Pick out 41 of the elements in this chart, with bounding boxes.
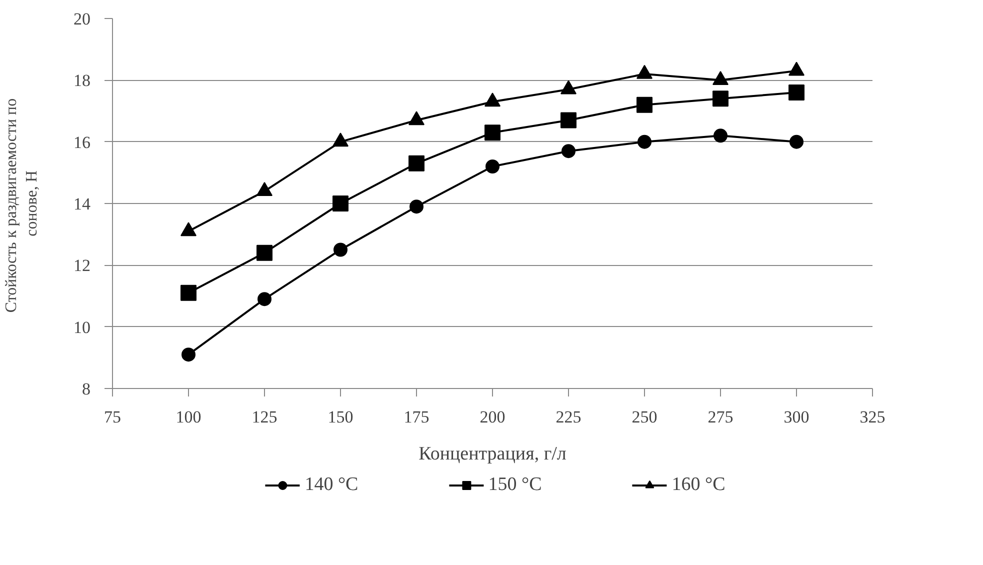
x-axis-title: Концентрация, г/л bbox=[418, 444, 567, 464]
y-axis-title: Стойкость к раздвигаемости по сонове, Н bbox=[3, 98, 40, 313]
y-tick-label: 18 bbox=[74, 71, 90, 90]
x-tick-label: 125 bbox=[252, 408, 278, 426]
x-tick-label: 250 bbox=[632, 408, 658, 426]
y-tick-label: 10 bbox=[74, 318, 90, 337]
point bbox=[332, 196, 348, 212]
point bbox=[258, 292, 272, 306]
point bbox=[486, 160, 500, 174]
point bbox=[560, 112, 576, 128]
point bbox=[712, 90, 728, 107]
point bbox=[562, 144, 576, 158]
legend-label: 150 °C bbox=[488, 474, 542, 496]
x-tick-label: 225 bbox=[556, 408, 582, 426]
y-tick-label: 8 bbox=[82, 380, 90, 398]
x-tick-label: 200 bbox=[480, 408, 506, 426]
y-tick-label: 14 bbox=[74, 194, 91, 214]
x-tick-label: 300 bbox=[784, 408, 810, 426]
point bbox=[408, 155, 424, 172]
point bbox=[256, 244, 272, 261]
point bbox=[182, 348, 196, 362]
x-tick-label: 325 bbox=[860, 408, 886, 426]
x-tick-label: 75 bbox=[104, 408, 121, 426]
x-tick-label: 100 bbox=[176, 408, 202, 426]
point bbox=[788, 84, 804, 100]
x-tick-label: 275 bbox=[708, 408, 734, 426]
point bbox=[334, 242, 348, 257]
point bbox=[180, 284, 196, 301]
legend-label: 160 °C bbox=[672, 474, 726, 496]
x-tick-label: 150 bbox=[328, 408, 354, 426]
point bbox=[714, 128, 728, 143]
point bbox=[638, 134, 652, 149]
point bbox=[636, 96, 652, 113]
y-tick-label: 12 bbox=[74, 256, 90, 276]
point bbox=[790, 134, 804, 149]
x-tick-label: 175 bbox=[404, 408, 430, 426]
legend-label: 140 °C bbox=[304, 474, 358, 496]
point bbox=[410, 200, 424, 214]
point bbox=[484, 124, 500, 141]
y-tick-label: 20 bbox=[74, 10, 90, 28]
y-tick-label: 16 bbox=[74, 132, 90, 152]
